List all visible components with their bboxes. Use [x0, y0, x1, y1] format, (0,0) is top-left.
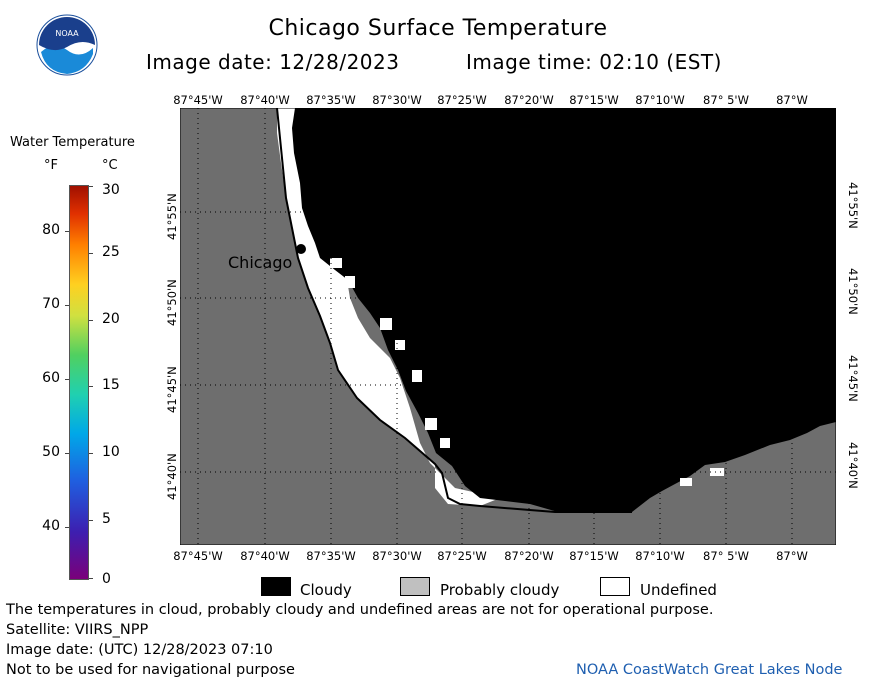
image-date: Image date: 12/28/2023 [146, 50, 400, 74]
lon-label-bottom: 87°15'W [569, 549, 619, 563]
legend-label-cloudy: Cloudy [300, 581, 352, 599]
lon-label-top: 87°30'W [372, 93, 422, 107]
lon-label-bottom: 87°40'W [240, 549, 290, 563]
lat-label-left: 41°50'N [165, 279, 179, 326]
tick-mark-f [65, 527, 69, 528]
footer-satellite: Satellite: VIIRS_NPP [6, 622, 149, 638]
tick-mark-c [89, 386, 93, 387]
unit-fahrenheit: °F [44, 158, 58, 173]
tick-mark-c [89, 453, 93, 454]
tick-label-c: 30 [102, 182, 120, 198]
lon-label-top: 87°15'W [569, 93, 619, 107]
tick-label-f: 80 [42, 222, 60, 238]
lat-label-right: 41°50'N [846, 268, 860, 315]
tick-mark-c [89, 320, 93, 321]
tick-mark-c [89, 253, 93, 254]
tick-label-c: 20 [102, 311, 120, 327]
tick-label-f: 50 [42, 444, 60, 460]
lon-label-top: 87°45'W [173, 93, 223, 107]
lon-label-bottom: 87°45'W [173, 549, 223, 563]
city-label: Chicago [228, 253, 293, 272]
tick-label-f: 60 [42, 370, 60, 386]
cloudy-area [292, 108, 836, 512]
legend-label-probably-cloudy: Probably cloudy [440, 581, 560, 599]
lat-label-left: 41°40'N [165, 453, 179, 500]
map-canvas [180, 108, 836, 545]
lon-label-bottom: 87°25'W [437, 549, 487, 563]
legend-swatch-undefined [600, 577, 630, 596]
tick-mark-c [89, 520, 93, 521]
noaa-logo: NOAA [36, 14, 98, 76]
tick-label-f: 40 [42, 518, 60, 534]
lat-label-right: 41°55'N [846, 182, 860, 229]
legend-swatch-cloudy [261, 577, 291, 596]
temperature-colorbar [69, 185, 89, 580]
lon-label-bottom: 87°10'W [635, 549, 685, 563]
tick-mark-c [89, 186, 93, 187]
image-time: Image time: 02:10 (EST) [466, 50, 722, 74]
lon-label-top: 87°20'W [504, 93, 554, 107]
lon-label-top: 87°W [776, 93, 808, 107]
chicago-marker [296, 244, 306, 254]
lon-label-top: 87°10'W [635, 93, 685, 107]
lon-label-bottom: 87°30'W [372, 549, 422, 563]
coastline [276, 108, 632, 513]
lon-label-top: 87°40'W [240, 93, 290, 107]
lat-label-left: 41°55'N [165, 193, 179, 240]
lon-label-top: 87°25'W [437, 93, 487, 107]
lon-label-bottom: 87°20'W [504, 549, 554, 563]
tick-label-c: 15 [102, 377, 120, 393]
legend-swatch-probably-cloudy [400, 577, 430, 596]
undefined-speckles [330, 258, 724, 486]
tick-mark-f [65, 379, 69, 380]
footer-note: The temperatures in cloud, probably clou… [6, 602, 714, 618]
lat-label-right: 41°40'N [846, 442, 860, 489]
tick-mark-f [65, 231, 69, 232]
legend-label-undefined: Undefined [640, 581, 717, 599]
footer-nav-warning: Not to be used for navigational purpose [6, 662, 295, 678]
lon-label-bottom: 87° 5'W [703, 549, 749, 563]
lon-label-bottom: 87°W [776, 549, 808, 563]
tick-label-c: 5 [102, 511, 111, 527]
tick-label-f: 70 [42, 296, 60, 312]
lon-label-top: 87° 5'W [703, 93, 749, 107]
lat-label-left: 41°45'N [165, 366, 179, 413]
logo-text: NOAA [55, 29, 79, 38]
tick-label-c: 25 [102, 244, 120, 260]
unit-celsius: °C [102, 158, 118, 173]
footer-credit: NOAA CoastWatch Great Lakes Node [576, 662, 843, 678]
tick-mark-f [65, 305, 69, 306]
tick-label-c: 0 [102, 571, 111, 587]
tick-label-c: 10 [102, 444, 120, 460]
lon-label-top: 87°35'W [306, 93, 356, 107]
lon-label-bottom: 87°35'W [306, 549, 356, 563]
colorbar-title: Water Temperature [10, 135, 135, 150]
footer-utc-date: Image date: (UTC) 12/28/2023 07:10 [6, 642, 273, 658]
map-title: Chicago Surface Temperature [268, 16, 608, 41]
lat-label-right: 41°45'N [846, 355, 860, 402]
tick-mark-c [89, 578, 93, 579]
tick-mark-f [65, 453, 69, 454]
